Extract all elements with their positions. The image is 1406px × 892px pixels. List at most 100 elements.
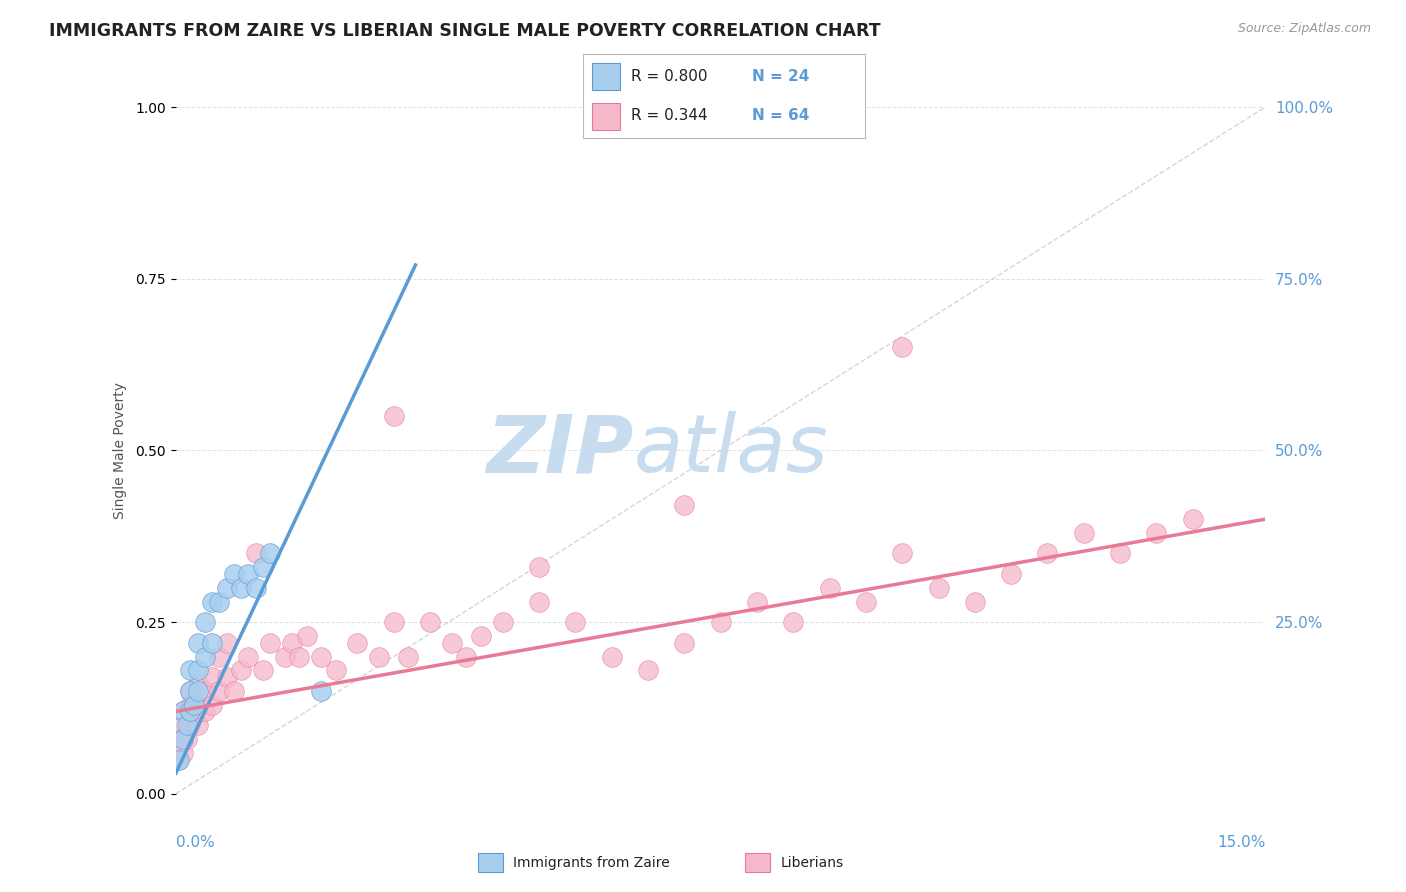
Point [440, 636, 463, 650]
Y-axis label: Single Male Poverty: Single Male Poverty [112, 382, 127, 519]
Point [368, 649, 391, 664]
Point [222, 567, 245, 582]
Point [179, 683, 201, 698]
Point [201, 698, 224, 712]
Point [215, 636, 238, 650]
Text: Liberians: Liberians [780, 855, 844, 870]
Point [710, 615, 733, 630]
Text: 15.0%: 15.0% [1218, 835, 1265, 850]
Point [215, 670, 238, 684]
Point [288, 649, 311, 664]
Point [179, 698, 201, 712]
Point [1146, 525, 1168, 540]
Point [186, 683, 209, 698]
Point [194, 649, 217, 664]
Point [194, 615, 217, 630]
Point [891, 546, 914, 561]
Point [259, 636, 281, 650]
Point [673, 499, 696, 513]
FancyBboxPatch shape [592, 62, 620, 90]
Point [172, 705, 194, 719]
Point [470, 629, 492, 643]
Text: R = 0.344: R = 0.344 [631, 108, 707, 123]
Point [183, 698, 205, 712]
Point [245, 581, 267, 595]
Point [186, 677, 209, 691]
Text: 0.0%: 0.0% [176, 835, 215, 850]
Text: N = 24: N = 24 [752, 69, 810, 84]
Point [176, 718, 198, 732]
Point [891, 340, 914, 354]
Point [745, 594, 768, 608]
Point [252, 560, 274, 574]
Point [179, 705, 201, 719]
Point [456, 649, 478, 664]
FancyBboxPatch shape [592, 103, 620, 130]
Point [215, 581, 238, 595]
Point [309, 683, 332, 698]
Point [1036, 546, 1059, 561]
Point [172, 731, 194, 746]
Point [309, 649, 332, 664]
Point [527, 594, 550, 608]
Point [172, 718, 194, 732]
Text: ZIP: ZIP [486, 411, 633, 490]
Point [928, 581, 950, 595]
Point [346, 636, 368, 650]
Point [238, 567, 260, 582]
Point [231, 581, 253, 595]
Point [245, 546, 267, 561]
Point [186, 663, 209, 677]
Point [238, 649, 260, 664]
Point [169, 731, 191, 746]
Point [201, 636, 224, 650]
Point [172, 705, 194, 719]
Point [527, 560, 550, 574]
Point [222, 683, 245, 698]
Point [231, 663, 253, 677]
Point [281, 636, 304, 650]
Point [179, 683, 201, 698]
Point [1073, 525, 1095, 540]
Point [186, 636, 209, 650]
Point [186, 718, 209, 732]
Point [208, 594, 231, 608]
Point [855, 594, 877, 608]
Point [1109, 546, 1132, 561]
Point [208, 683, 231, 698]
Point [325, 663, 347, 677]
Point [201, 594, 224, 608]
Point [194, 683, 217, 698]
Point [179, 718, 201, 732]
Point [1000, 567, 1022, 582]
Point [259, 546, 281, 561]
Point [673, 636, 696, 650]
Point [274, 649, 297, 664]
Point [201, 670, 224, 684]
Text: Immigrants from Zaire: Immigrants from Zaire [513, 855, 669, 870]
Point [186, 698, 209, 712]
Point [295, 629, 318, 643]
Point [252, 663, 274, 677]
Point [167, 753, 190, 767]
Point [637, 663, 659, 677]
Point [818, 581, 841, 595]
Text: R = 0.800: R = 0.800 [631, 69, 707, 84]
Point [782, 615, 804, 630]
Point [600, 649, 623, 664]
Text: Source: ZipAtlas.com: Source: ZipAtlas.com [1237, 22, 1371, 36]
Point [396, 649, 419, 664]
Point [169, 753, 191, 767]
Point [208, 649, 231, 664]
Point [194, 705, 217, 719]
Point [1181, 512, 1204, 526]
Text: atlas: atlas [633, 411, 828, 490]
Point [419, 615, 441, 630]
Point [179, 663, 201, 677]
Point [382, 615, 405, 630]
Text: IMMIGRANTS FROM ZAIRE VS LIBERIAN SINGLE MALE POVERTY CORRELATION CHART: IMMIGRANTS FROM ZAIRE VS LIBERIAN SINGLE… [49, 22, 880, 40]
Point [963, 594, 986, 608]
Point [172, 746, 194, 760]
Text: N = 64: N = 64 [752, 108, 810, 123]
Point [382, 409, 405, 423]
